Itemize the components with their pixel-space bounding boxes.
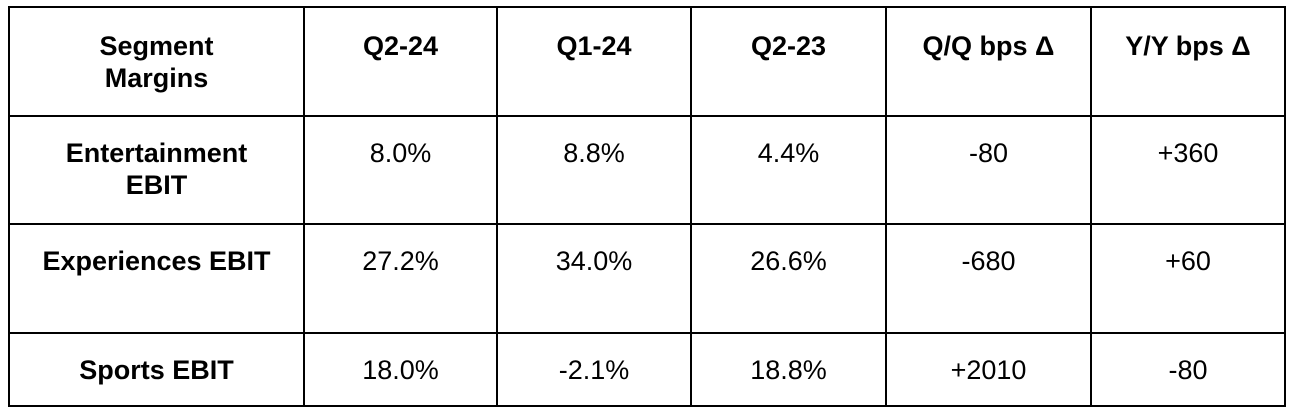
cell-value: 27.2% xyxy=(362,246,439,276)
column-header: Q/Q bps Δ xyxy=(922,31,1055,61)
cell-value: 34.0% xyxy=(555,246,633,276)
cell-value: 18.8% xyxy=(750,355,827,385)
table-cell: -80 xyxy=(1090,332,1286,407)
column-header: Q2-23 xyxy=(750,31,827,61)
table-cell: +2010 xyxy=(885,332,1092,407)
cell-value: +360 xyxy=(1157,138,1219,168)
cell-value: -2.1% xyxy=(558,355,630,385)
cell-value: 4.4% xyxy=(757,138,820,168)
data-row: Entertainment EBIT 8.0% 8.8% 4.4% -80 +360 xyxy=(8,115,1286,225)
table-cell: Experiences EBIT xyxy=(8,223,305,334)
table-cell: Segment Margins xyxy=(8,6,305,117)
table-cell: 27.2% xyxy=(303,223,498,334)
table-cell: -2.1% xyxy=(496,332,692,407)
cell-value: 18.0% xyxy=(362,355,439,385)
table-cell: 18.0% xyxy=(303,332,498,407)
cell-value: +60 xyxy=(1165,246,1211,276)
cell-value: -80 xyxy=(968,138,1009,168)
table-cell: Q2-23 xyxy=(690,6,887,117)
header-row: Segment Margins Q2-24 Q1-24 Q2-23 Q/Q bps Δ Y… xyxy=(8,6,1286,117)
table-cell: 34.0% xyxy=(496,223,692,334)
table-cell: Entertainment EBIT xyxy=(8,115,305,225)
table-cell: -680 xyxy=(885,223,1092,334)
data-row: Sports EBIT 18.0% -2.1% 18.8% +2010 -80 xyxy=(8,332,1286,407)
table-cell: 8.8% xyxy=(496,115,692,225)
table-cell: -80 xyxy=(885,115,1092,225)
column-header: Y/Y bps Δ xyxy=(1125,31,1251,61)
table-cell: 4.4% xyxy=(690,115,887,225)
cell-value: -680 xyxy=(961,246,1016,276)
table-cell: 26.6% xyxy=(690,223,887,334)
segment-margins-table: Segment Margins Q2-24 Q1-24 Q2-23 Q/Q bps Δ Y… xyxy=(8,6,1286,407)
row-header: Entertainment EBIT xyxy=(65,138,248,200)
table-cell: +60 xyxy=(1090,223,1286,334)
table-cell: Q/Q bps Δ xyxy=(885,6,1092,117)
row-header: Sports EBIT xyxy=(79,355,234,385)
cell-value: 8.0% xyxy=(369,138,432,168)
table-cell: +360 xyxy=(1090,115,1286,225)
row-header: Experiences EBIT xyxy=(42,246,271,276)
cell-value: -80 xyxy=(1168,355,1208,385)
column-header: Segment Margins xyxy=(99,31,214,93)
table-cell: 8.0% xyxy=(303,115,498,225)
column-header: Q2-24 xyxy=(362,31,439,61)
cell-value: +2010 xyxy=(950,355,1027,385)
table-cell: Y/Y bps Δ xyxy=(1090,6,1286,117)
data-row: Experiences EBIT 27.2% 34.0% 26.6% -680 +60 xyxy=(8,223,1286,334)
table-cell: Q1-24 xyxy=(496,6,692,117)
table-cell: 18.8% xyxy=(690,332,887,407)
cell-value: 8.8% xyxy=(563,138,625,168)
table-cell: Q2-24 xyxy=(303,6,498,117)
table-cell: Sports EBIT xyxy=(8,332,305,407)
cell-value: 26.6% xyxy=(750,246,827,276)
column-header: Q1-24 xyxy=(556,31,632,61)
